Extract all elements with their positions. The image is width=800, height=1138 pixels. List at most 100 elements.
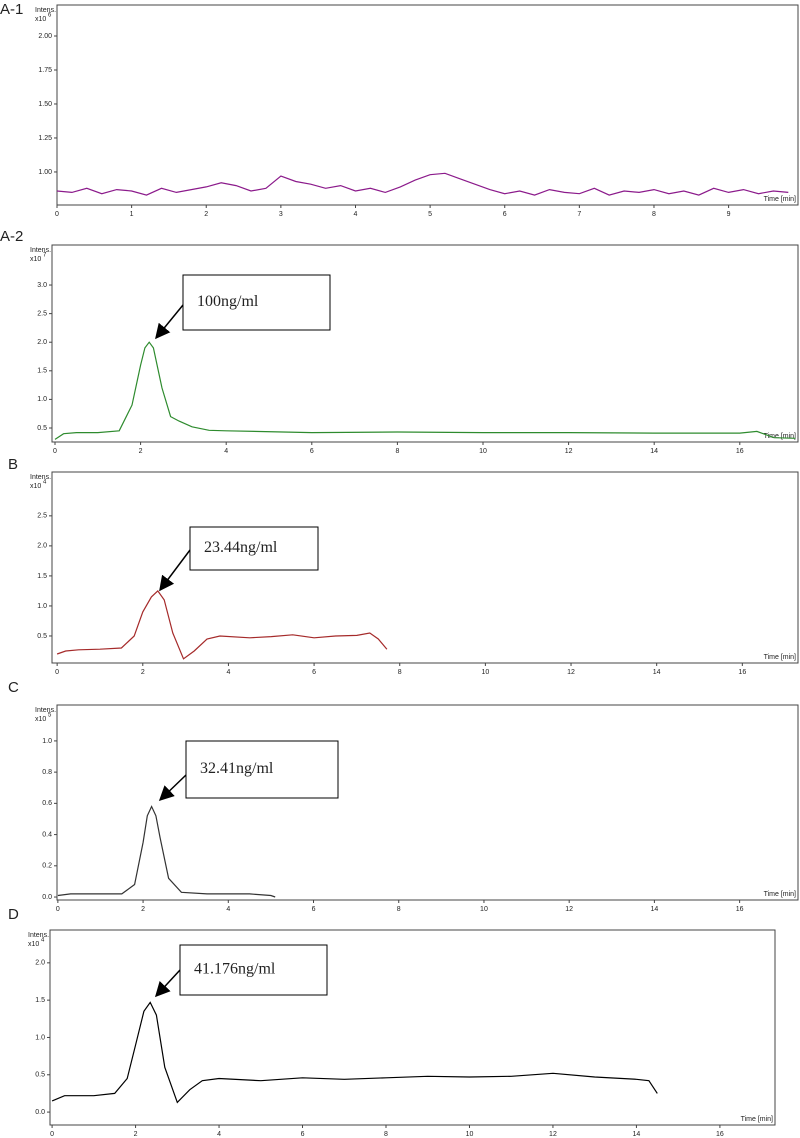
x-tick-label: 16 <box>736 448 744 455</box>
panel-label: C <box>8 679 19 696</box>
y-tick-label: 1.0 <box>42 738 52 745</box>
y-tick-label: 0.5 <box>37 633 47 640</box>
y-tick-label: 0.0 <box>42 894 52 901</box>
y-tick-label: 2.0 <box>35 960 45 967</box>
y-scale-exponent: 5 <box>48 713 52 719</box>
x-tick-label: 6 <box>503 211 507 218</box>
y-tick-label: 0.5 <box>35 1072 45 1079</box>
y-tick-label: 0.8 <box>42 769 52 776</box>
y-tick-label: 1.50 <box>38 101 52 108</box>
x-tick-label: 3 <box>279 211 283 218</box>
panel-label: A-1 <box>0 1 23 18</box>
x-axis-label: Time [min] <box>764 196 796 203</box>
y-tick-label: 1.5 <box>37 573 47 580</box>
x-tick-label: 0 <box>55 211 59 218</box>
annotation: 100ng/ml <box>197 293 259 310</box>
y-tick-label: 0.2 <box>42 863 52 870</box>
y-scale: x10 <box>35 16 46 23</box>
x-tick-label: 9 <box>727 211 731 218</box>
y-tick-label: 1.5 <box>37 368 47 375</box>
annotation-arrow <box>159 549 191 592</box>
annotation-arrow <box>158 774 187 802</box>
y-tick-label: 0.0 <box>35 1109 45 1116</box>
trace <box>56 172 789 196</box>
trace <box>51 1001 658 1104</box>
y-scale-exponent: 4 <box>41 938 45 944</box>
y-scale-exponent: 7 <box>43 253 47 259</box>
x-tick-label: 14 <box>633 1131 641 1138</box>
x-tick-label: 2 <box>204 211 208 218</box>
annotation-arrow <box>155 304 184 340</box>
y-tick-label: 2.5 <box>37 513 47 520</box>
y-tick-label: 3.0 <box>37 282 47 289</box>
x-tick-label: 4 <box>224 448 228 455</box>
y-axis-label: Intens. <box>30 474 51 481</box>
x-tick-label: 0 <box>50 1131 54 1138</box>
annotation: 23.44ng/ml <box>204 539 278 556</box>
plot-frame <box>51 471 799 664</box>
x-tick-label: 2 <box>141 906 145 913</box>
x-tick-label: 14 <box>653 669 661 676</box>
y-tick-label: 1.0 <box>37 396 47 403</box>
x-tick-label: 2 <box>139 448 143 455</box>
x-tick-label: 10 <box>466 1131 474 1138</box>
annotation: 41.176ng/ml <box>194 961 276 978</box>
x-tick-label: 4 <box>354 211 358 218</box>
x-tick-label: 7 <box>577 211 581 218</box>
y-tick-label: 2.0 <box>37 339 47 346</box>
x-tick-label: 8 <box>384 1131 388 1138</box>
x-tick-label: 4 <box>226 906 230 913</box>
x-tick-label: 8 <box>395 448 399 455</box>
y-tick-label: 1.00 <box>38 169 52 176</box>
x-axis-label: Time [min] <box>764 433 796 440</box>
annotation-box <box>179 944 328 996</box>
plot-frame <box>56 704 799 901</box>
y-tick-label: 0.6 <box>42 800 52 807</box>
y-tick-label: 1.75 <box>38 67 52 74</box>
y-axis-label: Intens. <box>35 707 56 714</box>
plot-frame <box>51 244 799 443</box>
y-tick-label: 2.5 <box>37 310 47 317</box>
x-tick-label: 2 <box>141 669 145 676</box>
x-tick-label: 12 <box>549 1131 557 1138</box>
x-tick-label: 10 <box>480 906 488 913</box>
x-tick-label: 6 <box>301 1131 305 1138</box>
annotation: 32.41ng/ml <box>200 760 274 777</box>
y-tick-label: 1.5 <box>35 997 45 1004</box>
trace <box>56 589 388 660</box>
x-tick-label: 4 <box>226 669 230 676</box>
x-tick-label: 8 <box>397 906 401 913</box>
x-tick-label: 4 <box>217 1131 221 1138</box>
y-tick-label: 2.0 <box>37 543 47 550</box>
y-tick-label: 0.5 <box>37 425 47 432</box>
trace <box>54 341 796 440</box>
y-scale: x10 <box>30 256 41 263</box>
annotation-box <box>185 740 339 799</box>
trace <box>57 805 276 898</box>
y-tick-label: 2.00 <box>38 33 52 40</box>
x-tick-label: 12 <box>565 448 573 455</box>
y-axis-label: Intens. <box>30 247 51 254</box>
y-scale: x10 <box>28 941 39 948</box>
annotation-arrow <box>154 969 181 998</box>
x-axis-label: Time [min] <box>764 891 796 898</box>
x-tick-label: 0 <box>53 448 57 455</box>
x-tick-label: 12 <box>565 906 573 913</box>
x-tick-label: 0 <box>56 906 60 913</box>
x-tick-label: 12 <box>567 669 575 676</box>
y-tick-label: 1.25 <box>38 135 52 142</box>
x-tick-label: 10 <box>481 669 489 676</box>
x-tick-label: 10 <box>479 448 487 455</box>
x-tick-label: 16 <box>716 1131 724 1138</box>
x-tick-label: 8 <box>398 669 402 676</box>
y-scale-exponent: 4 <box>43 480 47 486</box>
plot-frame <box>56 4 799 206</box>
y-tick-label: 1.0 <box>35 1034 45 1041</box>
y-scale: x10 <box>35 716 46 723</box>
x-tick-label: 0 <box>55 669 59 676</box>
annotation-box <box>182 274 331 331</box>
x-axis-label: Time [min] <box>741 1116 773 1123</box>
x-tick-label: 14 <box>650 448 658 455</box>
y-axis-label: Intens. <box>28 932 49 939</box>
